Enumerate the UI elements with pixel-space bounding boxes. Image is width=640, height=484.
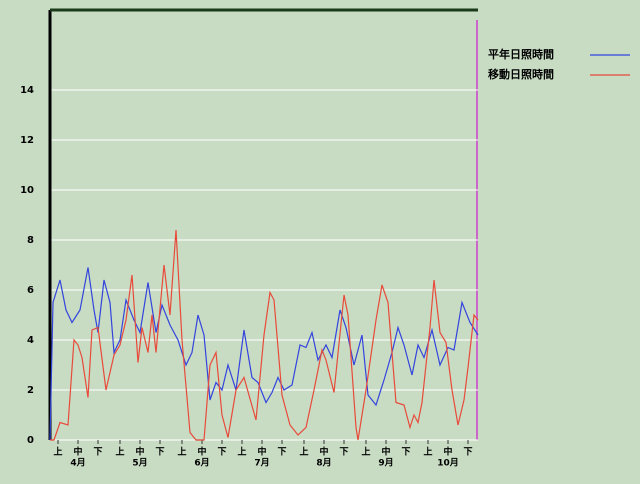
- x-tick-label: 上: [237, 446, 246, 458]
- y-tick-label: 0: [27, 435, 34, 446]
- series-line: [50, 229, 479, 441]
- legend-label: 平年日照時間: [488, 47, 554, 61]
- y-tick-label: 12: [20, 135, 34, 146]
- y-tick-label: 2: [27, 385, 34, 396]
- x-tick-label: 中: [135, 446, 144, 458]
- x-tick-label: 中: [443, 446, 452, 458]
- x-tick-label: 中: [257, 446, 266, 458]
- month-label: 5月: [132, 458, 147, 469]
- x-tick-label: 下: [339, 447, 348, 458]
- x-tick-label: 上: [423, 446, 432, 458]
- x-tick-label: 上: [177, 446, 186, 458]
- x-tick-label: 中: [381, 446, 390, 458]
- x-tick-label: 下: [401, 447, 410, 458]
- x-tick-label: 中: [73, 446, 82, 458]
- series-line: [49, 267, 479, 441]
- x-tick-label: 上: [115, 446, 124, 458]
- x-tick-label: 下: [93, 447, 102, 458]
- y-tick-label: 4: [27, 335, 34, 346]
- month-label: 7月: [254, 458, 269, 469]
- legend-label: 移動日照時間: [488, 67, 554, 81]
- x-tick-label: 中: [319, 446, 328, 458]
- y-tick-label: 6: [27, 285, 34, 296]
- y-tick-label: 14: [20, 85, 34, 96]
- month-label: 6月: [194, 458, 209, 469]
- x-tick-label: 上: [361, 446, 370, 458]
- month-label: 8月: [316, 458, 331, 469]
- month-label: 9月: [378, 458, 393, 469]
- x-tick-label: 上: [53, 446, 62, 458]
- x-tick-label: 下: [277, 447, 286, 458]
- x-tick-label: 下: [217, 447, 226, 458]
- x-tick-label: 中: [197, 446, 206, 458]
- x-tick-label: 下: [155, 447, 164, 458]
- x-tick-label: 下: [463, 447, 472, 458]
- month-label: 4月: [70, 458, 85, 469]
- x-tick-label: 上: [299, 446, 308, 458]
- month-label: 10月: [437, 458, 459, 469]
- y-tick-label: 10: [20, 185, 34, 196]
- y-tick-label: 8: [27, 235, 34, 246]
